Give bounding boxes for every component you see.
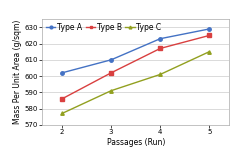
Type C: [208, 51, 211, 53]
Type B: [110, 72, 113, 74]
Line: Type A: Type A: [60, 27, 211, 75]
Type A: [61, 72, 63, 74]
Type B: [208, 35, 211, 36]
Type C: [61, 112, 63, 114]
Type C: [159, 73, 162, 75]
Type B: [159, 48, 162, 49]
X-axis label: Passages (Run): Passages (Run): [106, 138, 165, 147]
Type A: [110, 59, 113, 61]
Y-axis label: Mass Per Unit Area (g/sqm): Mass Per Unit Area (g/sqm): [13, 20, 22, 124]
Legend: Type A, Type B, Type C: Type A, Type B, Type C: [46, 23, 161, 32]
Line: Type C: Type C: [60, 50, 211, 115]
Type C: [110, 90, 113, 92]
Type B: [61, 98, 63, 100]
Line: Type B: Type B: [60, 34, 211, 100]
Type A: [159, 38, 162, 40]
Type A: [208, 28, 211, 30]
